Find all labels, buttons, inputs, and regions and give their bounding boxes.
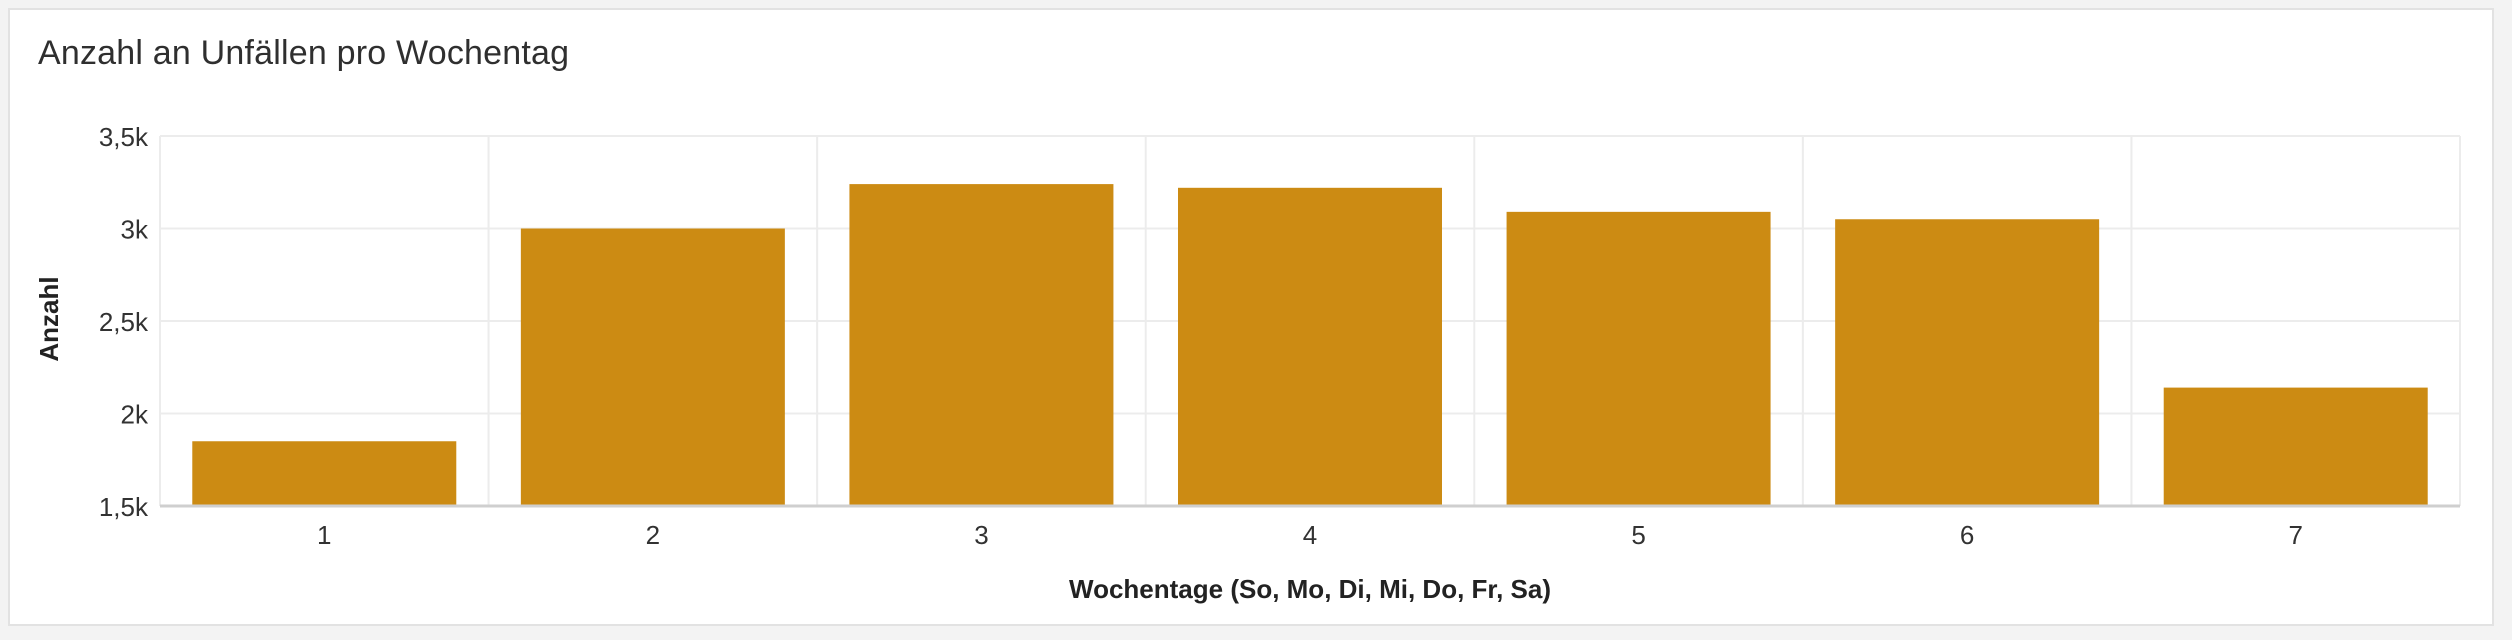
y-tick-label: 2,5k — [99, 307, 149, 337]
x-tick-label: 6 — [1960, 520, 1974, 550]
x-tick-label: 1 — [317, 520, 331, 550]
bar-7 — [2163, 387, 2428, 506]
bar-6 — [1835, 219, 2100, 506]
bar-layer — [192, 184, 2428, 507]
x-tick-label: 2 — [646, 520, 660, 550]
bar-4 — [1178, 187, 1442, 507]
y-tick-label: 1,5k — [99, 492, 149, 522]
label-layer: 1,5k 2k 2,5k 3k 3,5k 1 2 3 4 5 6 7 Wochentage (So, M… — [34, 122, 2303, 604]
x-tick-label: 4 — [1303, 520, 1317, 550]
y-axis-title: Anzahl — [34, 276, 64, 361]
x-tick-label: 7 — [2288, 520, 2302, 550]
chart-title: Anzahl an Unfällen pro Wochentag — [38, 34, 570, 72]
bar-3 — [849, 184, 1114, 506]
y-tick-label: 3k — [121, 215, 149, 245]
x-axis-title: Wochentage (So, Mo, Di, Mi, Do, Fr, Sa) — [1069, 574, 1551, 604]
y-tick-label: 2k — [121, 400, 149, 430]
x-tick-label: 3 — [974, 520, 988, 550]
bar-5 — [1506, 211, 1771, 506]
y-tick-label: 3,5k — [99, 122, 149, 152]
x-tick-label: 5 — [1631, 520, 1645, 550]
bar-2 — [520, 228, 785, 506]
bar-1 — [192, 441, 457, 506]
